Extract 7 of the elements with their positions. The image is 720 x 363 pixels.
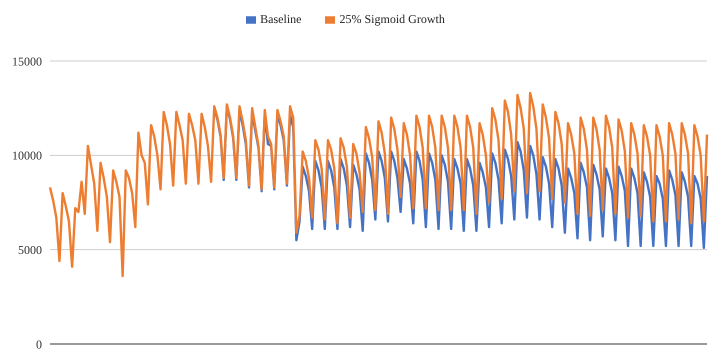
- y-tick-label: 5000: [18, 242, 42, 257]
- legend-label: Baseline: [260, 12, 302, 26]
- y-tick-label: 15000: [12, 54, 42, 68]
- y-tick-label: 10000: [12, 148, 42, 163]
- y-tick-label: 0: [36, 337, 42, 352]
- line-series: [48, 92, 708, 278]
- legend-label: 25% Sigmoid Growth: [339, 12, 445, 26]
